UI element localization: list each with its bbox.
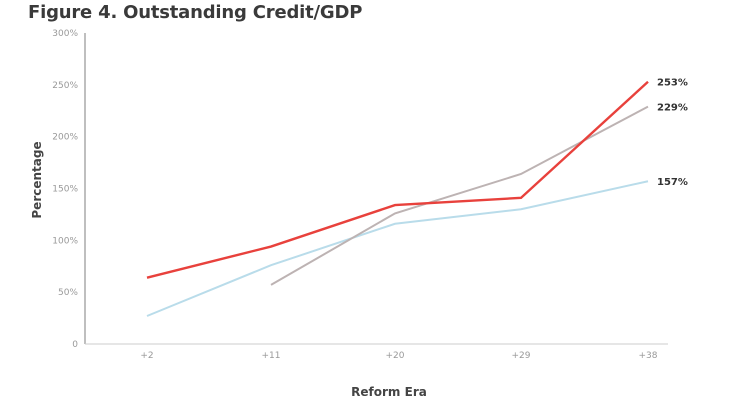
y-tick-label: 300% (52, 29, 78, 39)
y-tick-label: 50% (58, 288, 78, 298)
x-tick-label: +2 (140, 351, 153, 361)
end-label-light-blue: 157% (657, 177, 688, 188)
y-tick-label: 150% (52, 185, 78, 195)
end-label-gray: 229% (657, 103, 688, 114)
x-tick-label: +11 (262, 351, 281, 361)
y-tick-label: 200% (52, 133, 78, 143)
series-line-light-blue (146, 180, 649, 317)
y-tick-label: 100% (52, 236, 78, 246)
series-line-red (146, 80, 649, 279)
y-tick-label: 0 (72, 340, 78, 350)
y-tick-label: 250% (52, 81, 78, 91)
x-tick-label: +20 (386, 351, 405, 361)
y-axis-label: Percentage (30, 141, 44, 218)
x-tick-label: +29 (512, 351, 531, 361)
x-axis-label: Reform Era (351, 385, 427, 399)
chart-title: Figure 4. Outstanding Credit/GDP (28, 2, 363, 23)
x-tick-label: +38 (639, 351, 658, 361)
end-label-red: 253% (657, 78, 688, 89)
